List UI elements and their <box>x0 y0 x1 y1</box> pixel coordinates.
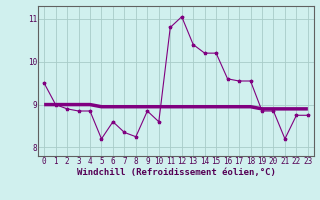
X-axis label: Windchill (Refroidissement éolien,°C): Windchill (Refroidissement éolien,°C) <box>76 168 276 177</box>
